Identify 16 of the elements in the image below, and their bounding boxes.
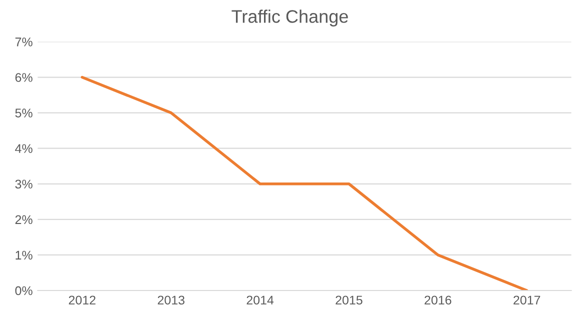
y-tick-label: 3% <box>15 180 32 189</box>
y-tick-label: 6% <box>15 73 32 82</box>
y-tick-label: 7% <box>15 38 32 46</box>
y-tick-label: 0% <box>15 286 32 296</box>
x-tick-label: 2015 <box>336 296 362 305</box>
y-tick-label: 5% <box>15 108 32 118</box>
chart-title: Traffic Change <box>232 10 348 26</box>
x-tick-label: 2014 <box>246 296 274 305</box>
x-tick-label: 2012 <box>68 296 96 305</box>
y-tick-label: 4% <box>15 144 32 153</box>
x-tick-label: 2017 <box>514 296 540 305</box>
x-tick-label: 2016 <box>424 296 452 305</box>
y-tick-label: 1% <box>16 250 32 260</box>
x-tick-label: 2013 <box>158 296 184 305</box>
y-tick-label: 2% <box>15 215 32 224</box>
line-series <box>80 76 528 291</box>
